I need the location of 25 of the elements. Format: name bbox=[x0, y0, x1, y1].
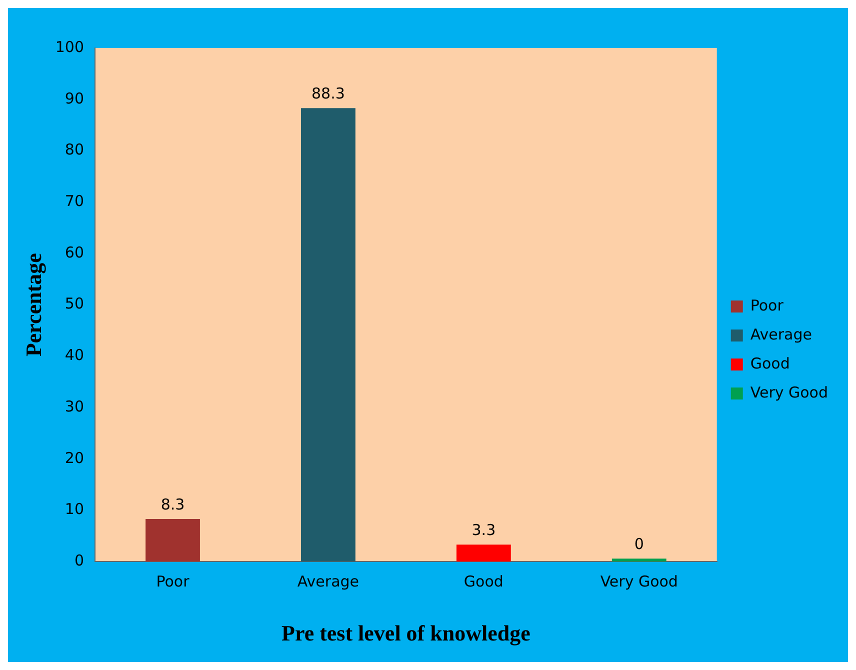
data-label: 8.3 bbox=[160, 495, 185, 514]
x-tick-label: Very Good bbox=[600, 572, 678, 590]
y-tick-label: 90 bbox=[64, 89, 84, 108]
y-tick-label: 40 bbox=[64, 346, 84, 364]
y-tick-label: 30 bbox=[64, 397, 84, 416]
legend-label: Poor bbox=[750, 296, 784, 314]
legend-label: Average bbox=[750, 325, 812, 344]
y-tick-label: 0 bbox=[74, 551, 84, 570]
y-tick-label: 20 bbox=[64, 448, 84, 467]
x-tick-label: Poor bbox=[156, 572, 190, 590]
x-axis-title: Pre test level of knowledge bbox=[282, 620, 531, 646]
y-tick-label: 80 bbox=[64, 140, 84, 159]
y-tick-label: 50 bbox=[64, 294, 84, 313]
y-axis-title: Percentage bbox=[20, 252, 46, 357]
data-label: 0 bbox=[634, 534, 644, 553]
x-tick-label: Good bbox=[464, 572, 504, 590]
data-label: 88.3 bbox=[312, 84, 345, 102]
y-tick-label: 100 bbox=[55, 38, 84, 56]
y-tick-label: 70 bbox=[64, 192, 84, 210]
y-tick-label: 10 bbox=[64, 500, 84, 518]
legend-label: Very Good bbox=[750, 383, 828, 402]
y-tick-label: 60 bbox=[64, 243, 84, 262]
legend-label: Good bbox=[750, 354, 790, 372]
data-label: 3.3 bbox=[472, 521, 496, 540]
x-tick-label: Average bbox=[297, 572, 360, 590]
